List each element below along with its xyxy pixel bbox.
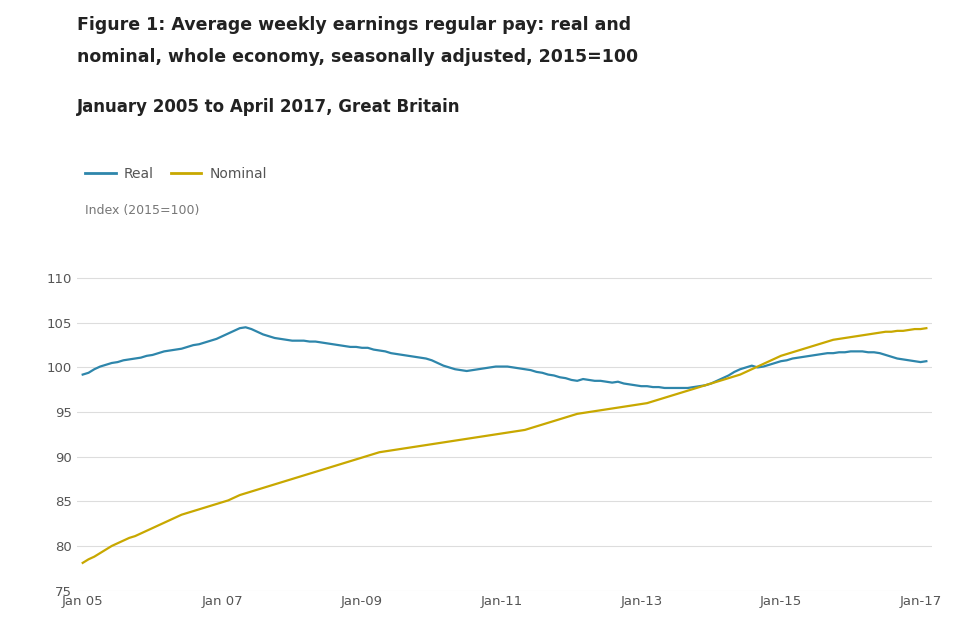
Text: Index (2015=100): Index (2015=100) — [86, 204, 200, 217]
Text: nominal, whole economy, seasonally adjusted, 2015=100: nominal, whole economy, seasonally adjus… — [77, 48, 638, 65]
Text: January 2005 to April 2017, Great Britain: January 2005 to April 2017, Great Britai… — [77, 98, 460, 116]
Text: Figure 1: Average weekly earnings regular pay: real and: Figure 1: Average weekly earnings regula… — [77, 16, 631, 34]
Legend: Real, Nominal: Real, Nominal — [80, 162, 273, 187]
